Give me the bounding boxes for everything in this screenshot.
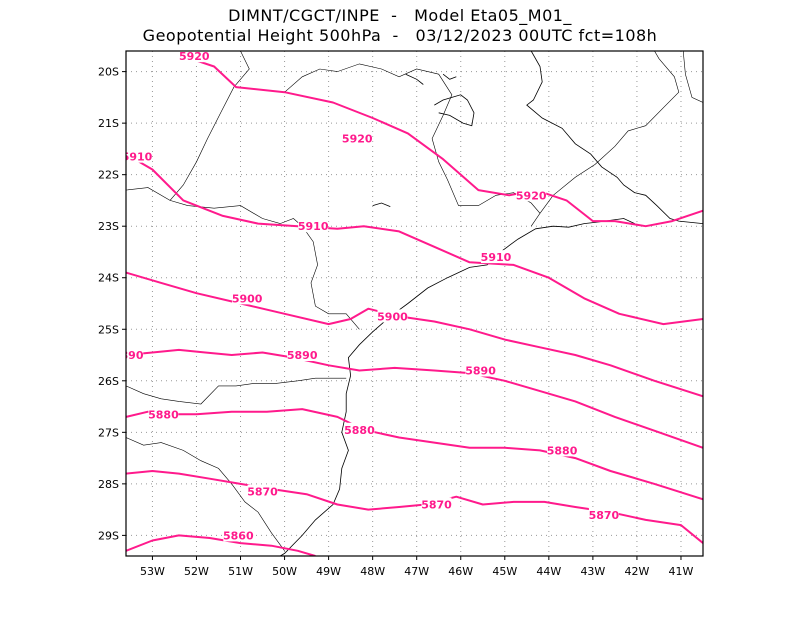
state-border [539, 51, 680, 214]
contour-label-background [298, 219, 329, 233]
state-border [126, 377, 347, 405]
contour-label: 5920 [179, 50, 210, 63]
contour-label: 5870 [421, 498, 452, 511]
contour-label-background [480, 250, 511, 264]
x-tick-label: 50W [272, 565, 297, 578]
coastline-north [526, 51, 703, 224]
y-tick-label: 27S [98, 426, 119, 439]
x-tick-label: 46W [448, 565, 473, 578]
contour-label-background [377, 309, 408, 323]
state-border [169, 51, 250, 201]
x-tick-label: 53W [140, 565, 165, 578]
contour-label-background [547, 443, 578, 457]
contour-label-background [148, 407, 179, 421]
reservoir-outline [434, 94, 475, 127]
x-tick-label: 52W [184, 565, 209, 578]
reservoir-outline [372, 202, 391, 207]
x-tick-label: 42W [624, 565, 649, 578]
contour-label: 5900 [232, 292, 263, 305]
y-tick-label: 26S [98, 375, 119, 388]
contour-label-layer: 5920 5920 5920 5910 5910 5910 5900 5900 5890 5890… [113, 50, 620, 542]
contour-label-background [247, 484, 278, 498]
contour-label-background [342, 131, 373, 145]
y-tick-label: 29S [98, 529, 119, 542]
contour-label-background [287, 348, 318, 362]
contour-label: 5920 [516, 189, 547, 202]
contour-label: 5890 [465, 364, 496, 377]
coastline-south [279, 218, 635, 556]
state-border [126, 437, 285, 551]
state-border [682, 51, 703, 103]
x-tick-label: 44W [536, 565, 561, 578]
contour-label-background [516, 188, 547, 202]
contour-line-5870 [126, 470, 703, 544]
y-tick-label: 23S [98, 220, 119, 233]
y-tick-label: 28S [98, 478, 119, 491]
state-border [126, 187, 360, 330]
contour-layer [126, 55, 703, 556]
y-tick-label: 24S [98, 272, 119, 285]
contour-label: 5920 [342, 133, 373, 146]
contour-label: 5890 [113, 349, 144, 362]
x-tick-label: 49W [316, 565, 341, 578]
map-title-line2: Geopotential Height 500hPa - 03/12/2023 … [142, 26, 658, 45]
contour-label: 5880 [344, 424, 375, 437]
reservoir-outline [442, 73, 457, 80]
y-tick-label: 22S [98, 169, 119, 182]
contour-line-5900 [126, 271, 703, 398]
contour-label: 5880 [547, 444, 578, 457]
x-tick-label: 43W [580, 565, 605, 578]
contour-label: 5870 [247, 486, 278, 499]
contour-label: 5870 [589, 509, 620, 522]
x-tick-label: 45W [492, 565, 517, 578]
contour-label-background [344, 422, 375, 436]
contour-line-5890 [126, 348, 703, 449]
y-tick-label: 20S [98, 66, 119, 79]
contour-label: 5910 [298, 220, 329, 233]
x-tick-label: 48W [360, 565, 385, 578]
x-axis-ticks: 53W 52W 51W 50W 49W 48W 47W 46W 45W 44W 43W 42W 41W [140, 556, 694, 578]
y-tick-label: 21S [98, 117, 119, 130]
contour-label: 5890 [287, 349, 318, 362]
contour-label: 5880 [148, 408, 179, 421]
grid-lines [126, 51, 703, 556]
contour-line-5920 [182, 55, 703, 228]
y-tick-label: 25S [98, 323, 119, 336]
contour-label-background [588, 507, 619, 521]
contour-label: 5860 [223, 529, 254, 542]
map-frame [125, 50, 704, 557]
contour-line-5860 [126, 534, 316, 556]
contour-label: 5910 [122, 151, 153, 164]
coastline-layer [126, 51, 703, 556]
contour-line-5910 [126, 153, 703, 326]
contour-label-background [232, 291, 263, 305]
contour-label: 5900 [377, 310, 408, 323]
contour-label-background [421, 497, 452, 511]
x-tick-label: 41W [669, 565, 694, 578]
contour-label-background [179, 51, 210, 63]
contour-label: 5910 [481, 251, 512, 264]
contour-label-background [223, 528, 254, 542]
state-border [284, 63, 541, 227]
reservoir-outline [405, 73, 424, 85]
contour-label-background [126, 149, 153, 163]
contour-label-background [126, 348, 144, 362]
contour-line-5880 [126, 408, 703, 501]
x-tick-label: 47W [404, 565, 429, 578]
x-tick-label: 51W [228, 565, 253, 578]
contour-label-background [465, 363, 496, 377]
map-title-line1: DIMNT/CGCT/INPE - Model Eta05_M01_ [228, 6, 572, 25]
y-axis-ticks: 20S 21S 22S 23S 24S 25S 26S 27S 28S 29S [98, 66, 126, 542]
